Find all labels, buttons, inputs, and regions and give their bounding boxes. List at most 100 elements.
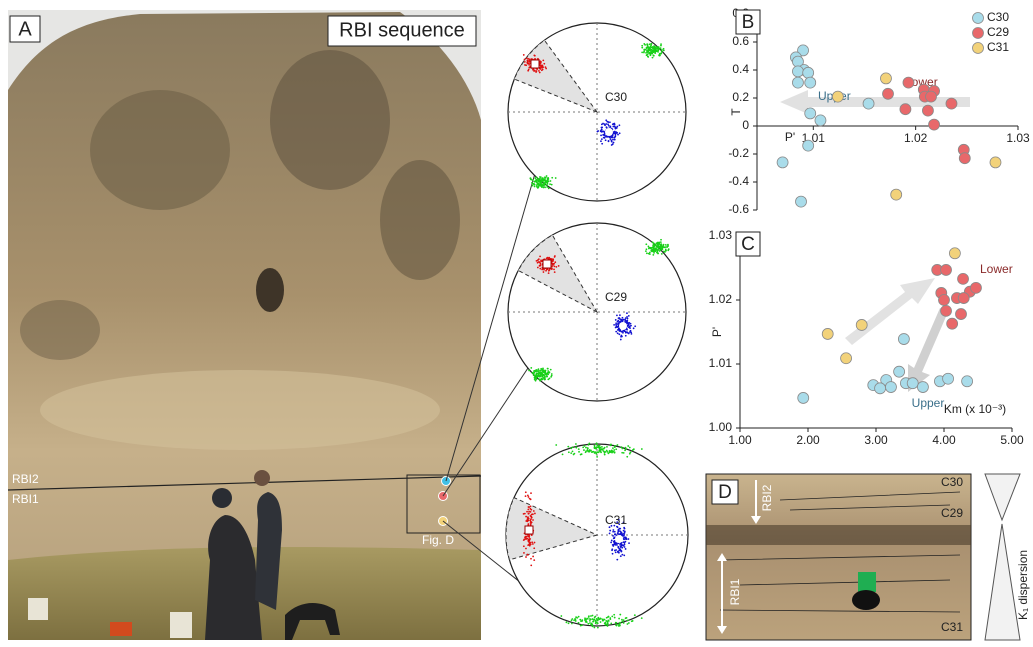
dot xyxy=(621,618,623,621)
box-label: Fig. D xyxy=(422,533,454,547)
dot xyxy=(543,183,546,186)
point xyxy=(938,294,950,306)
y-axis-label: T xyxy=(729,108,743,116)
dot xyxy=(532,555,535,558)
dot xyxy=(529,543,532,546)
panel-label: D xyxy=(718,482,732,503)
dot xyxy=(604,134,606,137)
point xyxy=(922,104,934,117)
dot xyxy=(570,619,573,622)
unit-label: RBI1 xyxy=(12,492,39,506)
dot xyxy=(627,622,630,624)
dot xyxy=(624,446,627,449)
dot xyxy=(615,330,618,333)
dot xyxy=(644,250,647,253)
dot xyxy=(542,376,545,379)
point xyxy=(957,292,970,304)
dot xyxy=(614,135,617,138)
dot xyxy=(596,455,599,458)
dot xyxy=(530,557,532,560)
dot xyxy=(641,51,644,54)
dot xyxy=(605,620,608,622)
dot xyxy=(628,446,631,449)
dot xyxy=(585,450,588,452)
dot xyxy=(630,332,633,335)
point xyxy=(917,381,929,393)
dot xyxy=(531,179,534,182)
dot xyxy=(545,184,548,187)
dot xyxy=(657,247,660,250)
dot xyxy=(611,451,613,454)
dot xyxy=(619,527,622,530)
dot xyxy=(595,621,598,624)
unit-label: RBI1 xyxy=(728,578,742,605)
dot xyxy=(660,44,662,47)
dot xyxy=(650,249,653,252)
dot xyxy=(581,619,584,621)
point xyxy=(797,44,809,57)
dot xyxy=(597,616,600,619)
dot xyxy=(645,47,648,49)
y-tick-label: 0.6 xyxy=(732,34,749,48)
dot xyxy=(660,252,663,255)
dot xyxy=(588,618,591,620)
dot xyxy=(529,519,532,522)
dot xyxy=(538,261,541,264)
y-tick-label: 0.4 xyxy=(732,62,749,76)
trend-arrow xyxy=(780,90,970,114)
dot xyxy=(529,522,532,524)
dot xyxy=(536,374,539,377)
dot xyxy=(597,445,600,448)
dot xyxy=(591,614,594,617)
dot xyxy=(621,447,624,450)
point xyxy=(958,152,971,165)
dot xyxy=(667,243,669,246)
point xyxy=(882,87,894,100)
dot xyxy=(657,243,659,246)
dot xyxy=(626,319,629,322)
panel-label: A xyxy=(18,18,32,40)
dot xyxy=(543,182,546,185)
dot xyxy=(544,369,547,372)
dot xyxy=(533,185,536,188)
dot xyxy=(550,183,553,186)
dot xyxy=(602,136,605,139)
trend-arrow xyxy=(908,308,948,392)
dot xyxy=(651,52,654,55)
dot xyxy=(538,378,541,381)
legend-label: C30 xyxy=(987,10,1009,24)
dot xyxy=(583,449,585,451)
dot xyxy=(551,176,554,179)
dot xyxy=(613,541,616,544)
dot xyxy=(650,44,652,47)
point xyxy=(804,107,817,120)
dot xyxy=(600,617,602,620)
dot xyxy=(593,444,596,447)
dot xyxy=(627,323,630,326)
dot xyxy=(656,251,658,254)
dot xyxy=(664,243,667,246)
dot xyxy=(665,249,667,252)
dot xyxy=(616,320,619,323)
dot xyxy=(623,527,626,530)
dot xyxy=(535,259,538,262)
dot xyxy=(628,321,631,324)
dot xyxy=(528,66,531,68)
dot xyxy=(594,615,597,618)
dot xyxy=(616,332,619,335)
x-tick-label: 5.00 xyxy=(1000,433,1024,447)
dot xyxy=(619,621,621,624)
dot xyxy=(617,317,620,320)
dot xyxy=(650,52,652,55)
y-tick-label: 1.00 xyxy=(709,420,733,434)
dot xyxy=(622,622,625,624)
dot xyxy=(616,526,619,529)
dot xyxy=(528,506,530,509)
dot xyxy=(621,320,624,322)
dot xyxy=(613,323,616,326)
dot xyxy=(617,518,620,521)
dot xyxy=(522,54,525,56)
dot xyxy=(535,368,538,371)
point xyxy=(893,365,906,378)
